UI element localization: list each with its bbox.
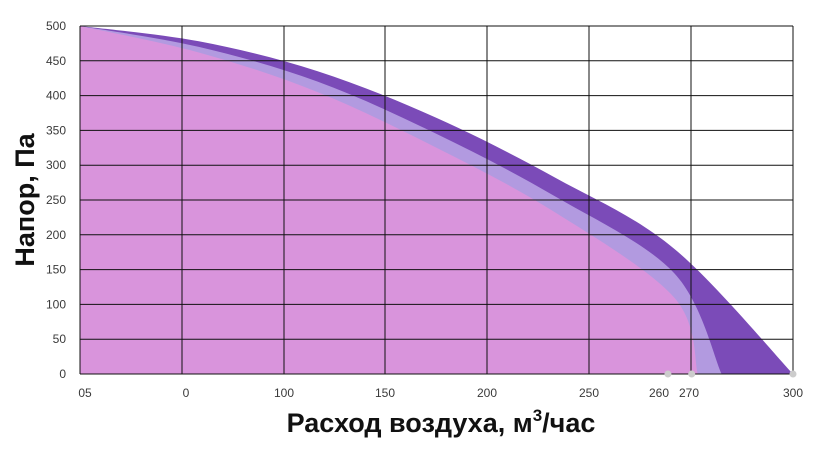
- y-tick-label: 350: [46, 123, 66, 137]
- y-tick-label: 100: [46, 297, 66, 311]
- endpoint-marker-260: [664, 370, 672, 378]
- x-tick-label: 250: [579, 386, 599, 400]
- y-tick-label: 50: [53, 332, 67, 346]
- x-tick-label: 300: [783, 386, 803, 400]
- x-tick-label: 200: [477, 386, 497, 400]
- x-tick-label: 260: [649, 386, 669, 400]
- x-tick-label: 0: [183, 386, 190, 400]
- x-tick-label: 270: [679, 386, 699, 400]
- y-tick-label: 200: [46, 228, 66, 242]
- y-tick-label: 400: [46, 89, 66, 103]
- y-tick-label: 0: [59, 367, 66, 381]
- x-tick-label: 150: [375, 386, 395, 400]
- y-tick-label: 300: [46, 158, 66, 172]
- x-tick-label: 05: [78, 386, 92, 400]
- y-axis-title: Напор, Па: [10, 132, 40, 266]
- y-tick-label: 250: [46, 193, 66, 207]
- chart-grid: [79, 25, 794, 375]
- x-tick-label: 100: [274, 386, 294, 400]
- endpoint-marker-300: [789, 370, 797, 378]
- y-tick-label: 450: [46, 54, 66, 68]
- chart-endpoint-markers: [664, 370, 797, 378]
- x-axis-ticks: 05 0 100 150 200 250 260 270 300: [78, 386, 803, 400]
- x-axis-title-superscript: 3: [533, 406, 542, 425]
- y-axis-ticks: 0 50 100 150 200 250 300 350 400 450 500: [46, 19, 66, 381]
- y-tick-label: 500: [46, 19, 66, 33]
- y-tick-label: 150: [46, 263, 66, 277]
- x-axis-title: Расход воздуха, м3/час: [287, 406, 596, 438]
- endpoint-marker-270: [688, 370, 696, 378]
- x-axis-title-main: Расход воздуха, м: [287, 408, 533, 438]
- x-axis-title-tail: /час: [542, 408, 595, 438]
